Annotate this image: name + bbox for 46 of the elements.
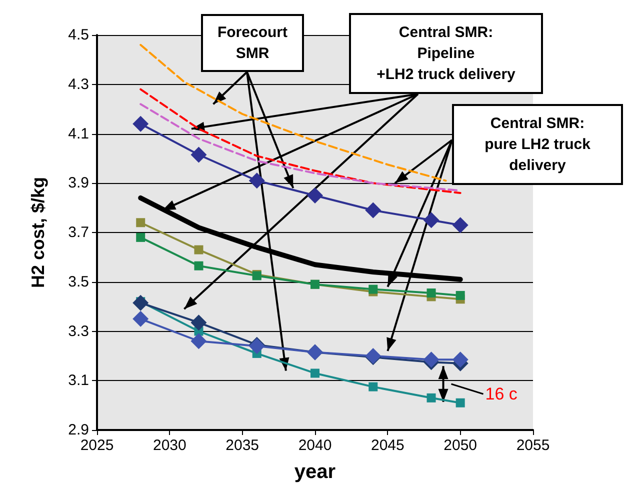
x-tick-label: 2050 bbox=[444, 437, 478, 454]
point bbox=[423, 212, 440, 228]
point bbox=[248, 172, 265, 189]
point bbox=[307, 187, 323, 204]
y-tick-label: 3.7 bbox=[68, 224, 89, 241]
line-series bbox=[140, 88, 462, 194]
point bbox=[194, 261, 204, 270]
x-tick-label: 2025 bbox=[80, 437, 114, 454]
point bbox=[365, 202, 382, 218]
point bbox=[456, 398, 465, 408]
y-tick-label: 3.3 bbox=[68, 322, 89, 340]
y-tick-label: 3.1 bbox=[68, 372, 89, 390]
callout-box: Forecourt SMR bbox=[201, 14, 304, 72]
point bbox=[368, 284, 378, 294]
x-axis-title: year bbox=[294, 461, 336, 483]
y-tick-label: 4.5 bbox=[68, 26, 89, 44]
y-axis-title: H2 cost, $/kg bbox=[28, 176, 48, 288]
callout-box: Central SMR: Pipeline +LH2 truck delivery bbox=[349, 13, 543, 94]
point bbox=[132, 294, 149, 311]
point bbox=[452, 352, 468, 368]
point bbox=[310, 368, 320, 378]
annotation: 16 c bbox=[485, 384, 518, 404]
x-tick-label: 2030 bbox=[152, 437, 186, 454]
y-tick-label: 3.5 bbox=[68, 273, 89, 290]
point bbox=[194, 245, 204, 254]
y-tick-label: 4.1 bbox=[68, 125, 89, 142]
callout-box: Central SMR: pure LH2 truck delivery bbox=[452, 104, 623, 185]
point bbox=[452, 217, 468, 234]
point bbox=[426, 288, 436, 298]
point bbox=[426, 393, 436, 402]
point bbox=[456, 290, 465, 300]
x-tick-label: 2055 bbox=[516, 437, 550, 454]
point bbox=[136, 232, 146, 242]
y-tick-label: 4.3 bbox=[68, 76, 89, 93]
y-tick-label: 3.9 bbox=[68, 174, 89, 192]
point bbox=[190, 333, 207, 350]
point bbox=[132, 310, 149, 327]
point bbox=[132, 116, 149, 132]
x-tick-label: 2045 bbox=[370, 437, 404, 454]
point bbox=[190, 314, 207, 331]
point bbox=[190, 146, 207, 163]
point bbox=[136, 218, 146, 228]
x-tick-label: 2040 bbox=[298, 437, 332, 454]
point bbox=[368, 382, 378, 392]
y-tick-label: 2.9 bbox=[68, 422, 89, 438]
x-tick-label: 2035 bbox=[226, 437, 260, 454]
